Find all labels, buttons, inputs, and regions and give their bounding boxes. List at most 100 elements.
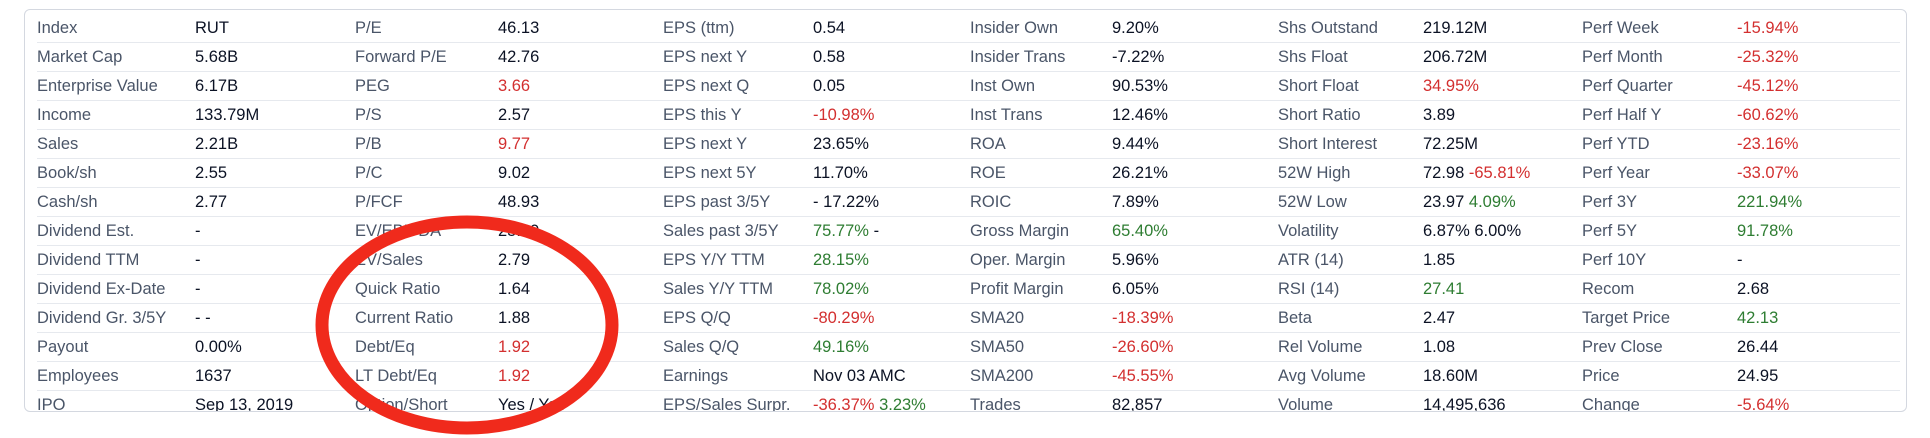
metric-value-text: 6.87% 6.00% <box>1423 222 1522 240</box>
metric-label: Oper. Margin <box>970 245 1112 275</box>
metric-value-text: 14,495,636 <box>1423 396 1506 412</box>
metric-label: Cash/sh <box>37 187 195 217</box>
metric-label: Perf Week <box>1582 14 1737 43</box>
metric-label: Insider Own <box>970 14 1112 43</box>
metric-value: -5.64% <box>1737 391 1900 411</box>
metric-value: Nov 03 AMC <box>813 361 970 391</box>
metric-label: EPS next Q <box>663 71 813 101</box>
metric-value-text: 2.57 <box>498 106 531 124</box>
table-row: Cash/sh 2.77 P/FCF 48.93 EPS past 3/5Y - 17.2… <box>37 187 1900 217</box>
metric-value-text: -60.62% <box>1737 106 1799 124</box>
metric-value-text: -33.07% <box>1737 164 1799 182</box>
metric-value-text: -18.39% <box>1112 309 1174 327</box>
metric-value-text: 0.00% <box>195 338 242 356</box>
metric-label: EV/Sales <box>355 245 498 275</box>
metric-label: Perf Quarter <box>1582 71 1737 101</box>
metric-value: 5.68B <box>195 42 355 72</box>
metric-value-text: 6.05% <box>1112 280 1159 298</box>
metric-label: Debt/Eq <box>355 332 498 362</box>
metric-value: - - <box>195 303 355 333</box>
metric-value: 2.47 <box>1423 303 1582 333</box>
metric-value-text: 46.13 <box>498 19 540 37</box>
metric-label: 52W High <box>1278 158 1423 188</box>
metric-label: Perf Month <box>1582 42 1737 72</box>
metric-value: 46.13 <box>498 14 663 43</box>
metric-value-text: - - <box>195 309 211 327</box>
metric-label: SMA20 <box>970 303 1112 333</box>
metric-label: Sales past 3/5Y <box>663 216 813 246</box>
metric-value: 3.66 <box>498 71 663 101</box>
metric-value: -45.12% <box>1737 71 1900 101</box>
metric-label: Profit Margin <box>970 274 1112 304</box>
metric-value: 1.64 <box>498 274 663 304</box>
metric-value: 1.08 <box>1423 332 1582 362</box>
metric-value: -36.37% 3.23% <box>813 391 970 411</box>
metric-value: 0.54 <box>813 14 970 43</box>
metric-label: Inst Own <box>970 71 1112 101</box>
metric-value: 9.20% <box>1112 14 1278 43</box>
metric-value-text: 78.02% <box>813 280 869 298</box>
metric-label: Trades <box>970 396 1021 412</box>
metric-value: -45.55% <box>1112 361 1278 391</box>
metric-label: LT Debt/Eq <box>355 361 498 391</box>
metric-label: EPS past 3/5Y <box>663 187 813 217</box>
metric-label: Gross Margin <box>970 216 1112 246</box>
metric-label: Forward P/E <box>355 42 498 72</box>
metric-value-text: 1.08 <box>1423 338 1456 356</box>
metric-value-text: 72.98 <box>1423 164 1465 182</box>
metric-value: - <box>195 245 355 275</box>
metric-value-text: 5.68B <box>195 48 239 66</box>
metric-value: 1637 <box>195 361 355 391</box>
table-row: Dividend TTM - EV/Sales 2.79 EPS Y/Y TTM 28.1… <box>37 245 1900 275</box>
metric-value-text: 65.40% <box>1112 222 1168 240</box>
metric-value: 2.55 <box>195 158 355 188</box>
metric-label: Quick Ratio <box>355 274 498 304</box>
metric-value-text: 75.77% <box>813 222 869 240</box>
metric-label: IPO <box>37 396 66 412</box>
metric-value-text: 1.92 <box>498 338 531 356</box>
metric-value-text: - <box>195 222 201 240</box>
metric-value-text: Nov 03 AMC <box>813 367 906 385</box>
metric-value-text: 24.95 <box>1737 367 1779 385</box>
metric-value-text: 1.92 <box>498 367 531 385</box>
metric-label: Shs Float <box>1278 42 1423 72</box>
metric-value: 6.05% <box>1112 274 1278 304</box>
metric-value-text: 34.95% <box>1423 77 1479 95</box>
metric-value-text: - <box>195 251 201 269</box>
metric-value: - <box>195 274 355 304</box>
metric-label: Perf Year <box>1582 158 1737 188</box>
metric-value-text: -10.98% <box>813 106 875 124</box>
metric-value: -10.98% <box>813 100 970 130</box>
metric-label: Book/sh <box>37 158 195 188</box>
metric-value-secondary: 4.09% <box>1468 193 1516 211</box>
metric-value-text: -15.94% <box>1737 19 1799 37</box>
metric-label: Market Cap <box>37 42 195 72</box>
metric-value: 1.85 <box>1423 245 1582 275</box>
metric-label: Beta <box>1278 303 1423 333</box>
snapshot-body: Index RUT P/E 46.13 EPS (ttm) 0.54 Insider Own… <box>37 14 1900 412</box>
metric-value-text: 1.85 <box>1423 251 1456 269</box>
table-row: Market Cap 5.68B Forward P/E 42.76 EPS next … <box>37 42 1900 72</box>
metric-value: -26.60% <box>1112 332 1278 362</box>
metric-value: 11.70% <box>813 158 970 188</box>
metric-value: Yes / Yes <box>498 391 663 411</box>
metric-value: -18.39% <box>1112 303 1278 333</box>
metric-value-text: 2.55 <box>195 164 228 182</box>
metric-value-text: 28.15% <box>813 251 869 269</box>
metric-value-text: -23.16% <box>1737 135 1799 153</box>
metric-value-text: - <box>195 280 201 298</box>
metric-value-text: -25.32% <box>1737 48 1799 66</box>
metric-value-text: Sep 13, 2019 <box>195 396 294 412</box>
metric-value: -23.16% <box>1737 129 1900 159</box>
metric-label: P/E <box>355 14 498 43</box>
metric-label: Payout <box>37 332 195 362</box>
metric-label: Change <box>1582 396 1640 412</box>
metric-label: Dividend Gr. 3/5Y <box>37 303 195 333</box>
metric-label: Shs Outstand <box>1278 14 1423 43</box>
metric-value-text: 1.64 <box>498 280 531 298</box>
metric-value: -25.32% <box>1737 42 1900 72</box>
metric-label: Perf 10Y <box>1582 245 1737 275</box>
metric-value: 23.97 4.09% <box>1423 187 1582 217</box>
metric-label: Enterprise Value <box>37 71 195 101</box>
metric-value: 72.98 -65.81% <box>1423 158 1582 188</box>
